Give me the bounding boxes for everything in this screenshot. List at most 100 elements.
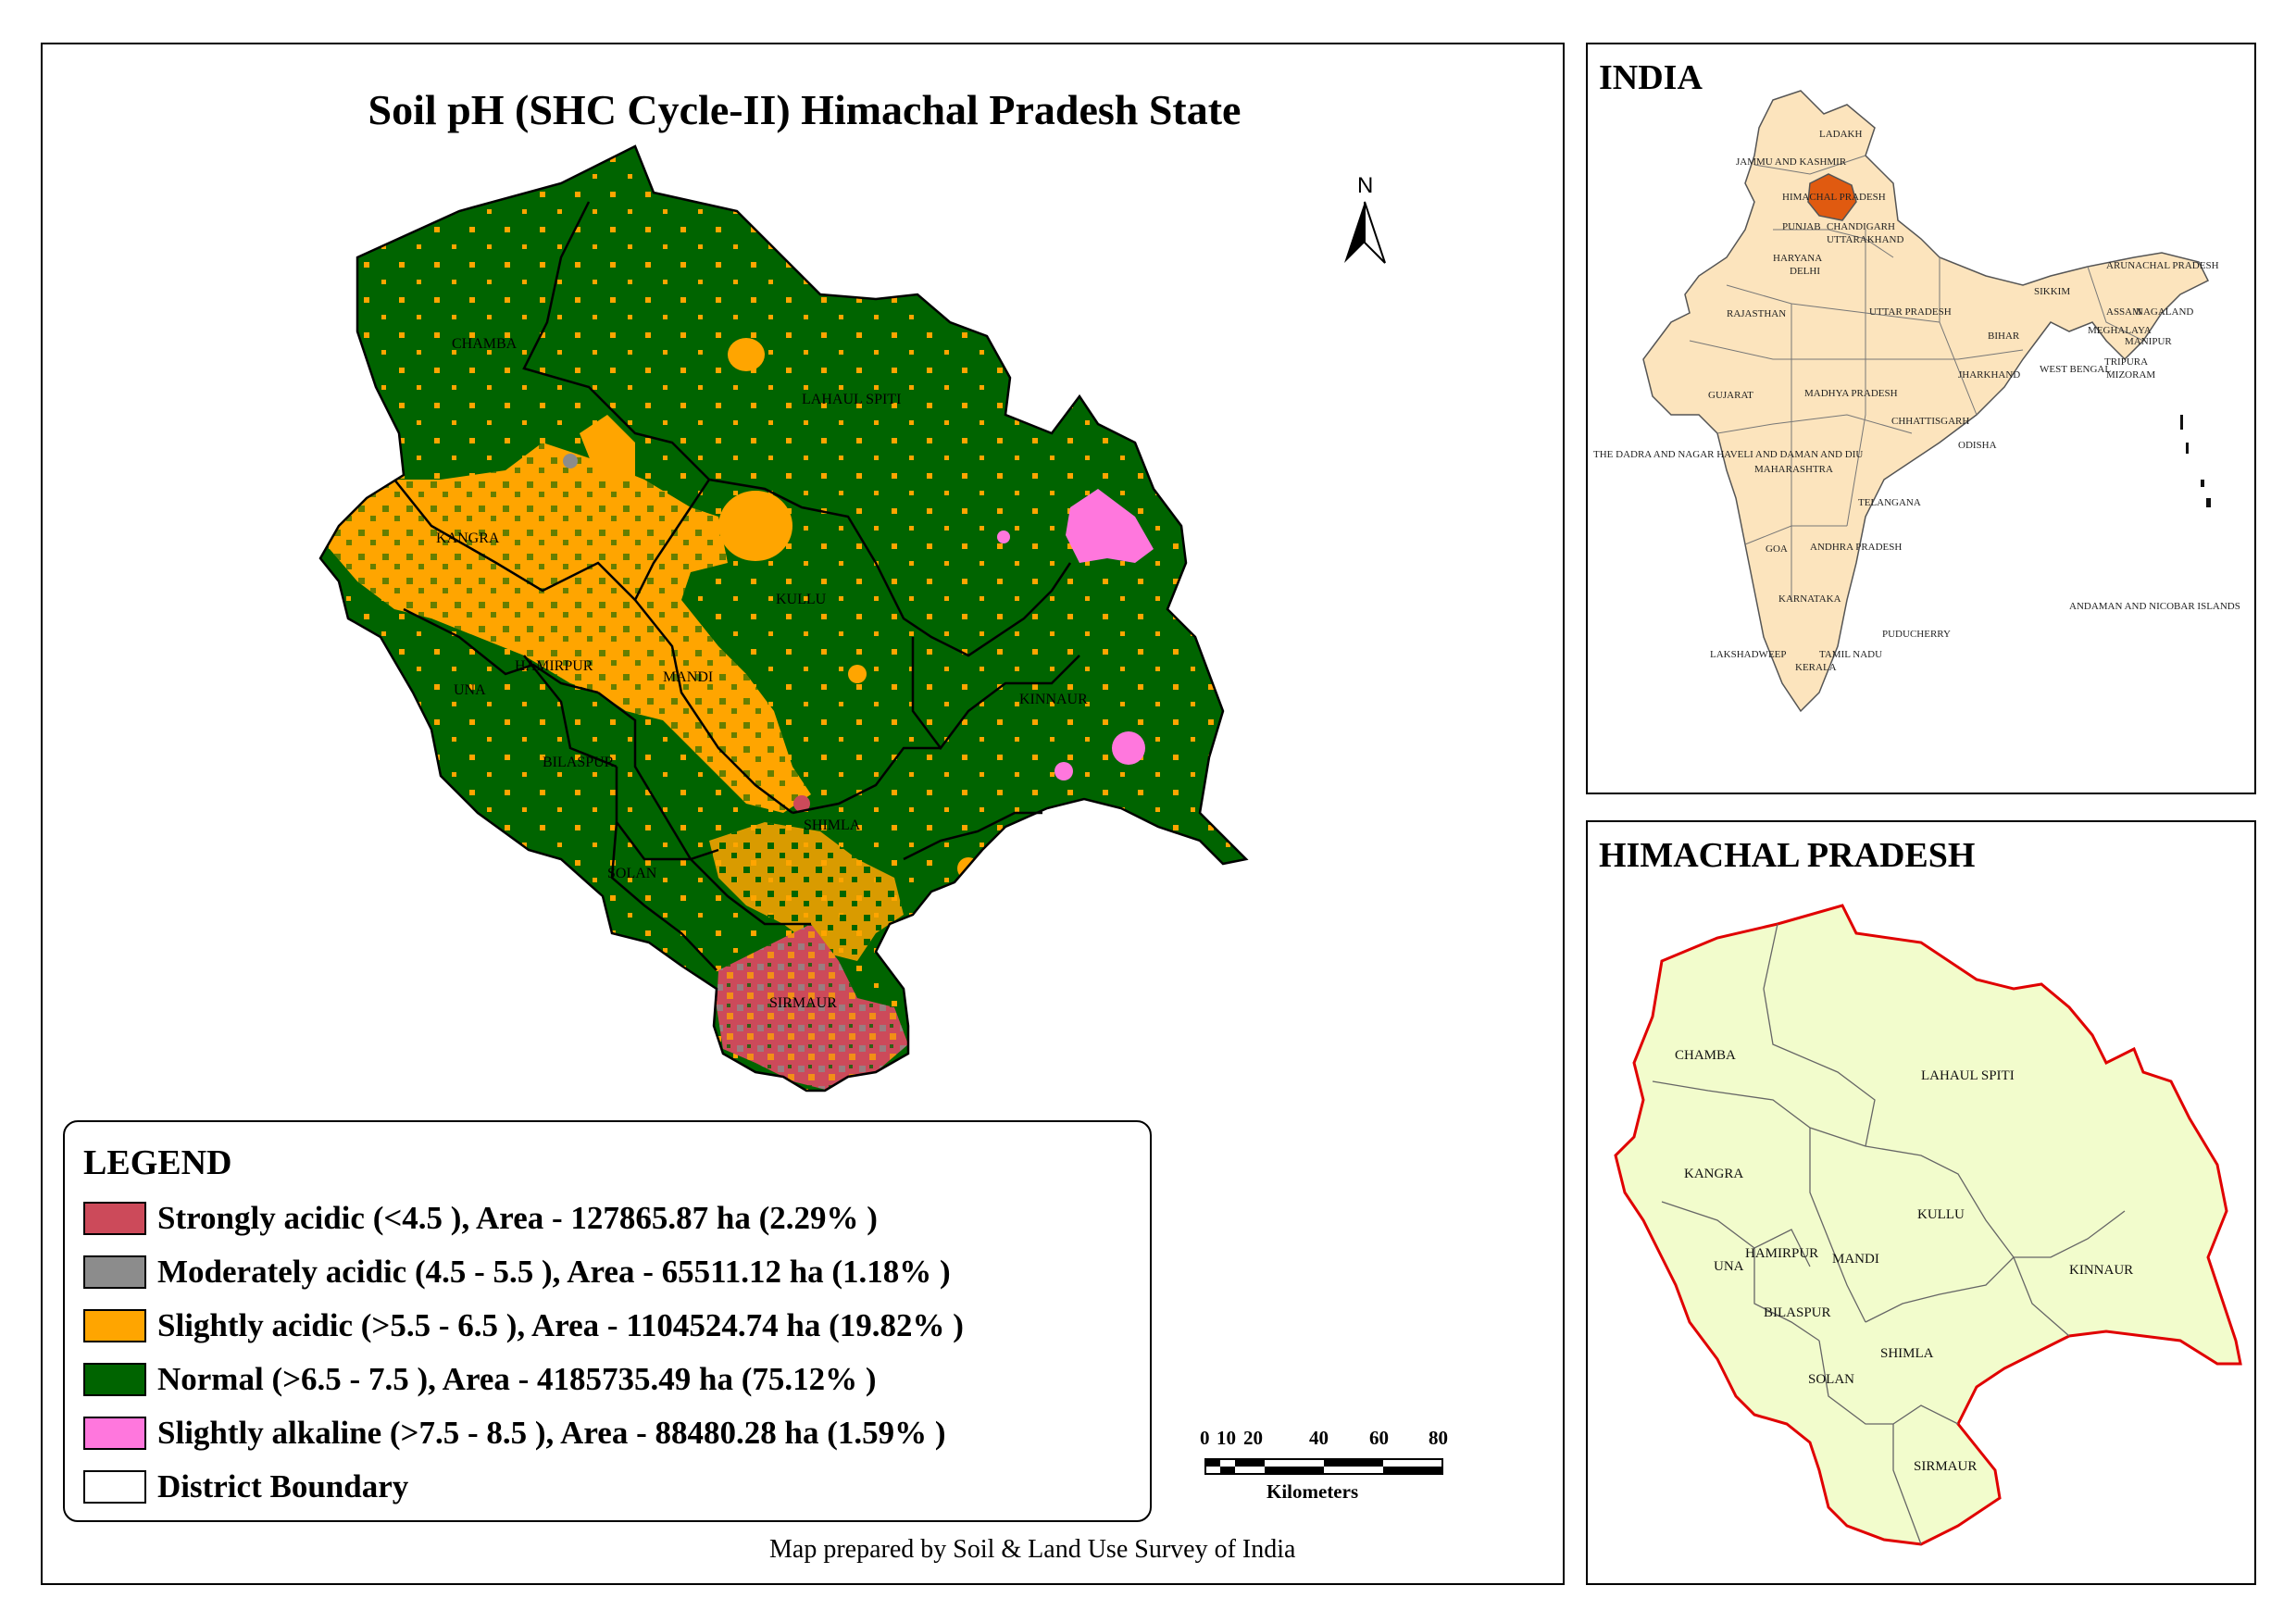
slightly-alkaline-spot-2 <box>1054 762 1073 780</box>
india-label-meghalaya: MEGHALAYA <box>2088 325 2152 336</box>
india-label-haryana: HARYANA <box>1773 253 1822 264</box>
india-label-jharkhand: JHARKHAND <box>1958 369 2020 381</box>
district-label-sirmaur: SIRMAUR <box>769 995 837 1011</box>
hp-inset-outline <box>1614 904 2242 1546</box>
legend-label-slightly-alkaline: Slightly alkaline (>7.5 - 8.5 ), Area - … <box>157 1415 946 1451</box>
legend-label-moderately-acidic: Moderately acidic (4.5 - 5.5 ), Area - 6… <box>157 1254 951 1290</box>
slightly-acidic-lahaul <box>728 338 765 371</box>
india-label-kerala: KERALA <box>1795 662 1837 673</box>
hp-label-lahaul-spiti: LAHAUL SPITI <box>1921 1068 2015 1083</box>
legend-label-normal: Normal (>6.5 - 7.5 ), Area - 4185735.49 … <box>157 1361 877 1397</box>
india-label-tamil-nadu: TAMIL NADU <box>1819 649 1882 660</box>
hp-label-una: UNA <box>1714 1259 1744 1274</box>
district-label-lahaul-spiti: LAHAUL SPITI <box>802 392 901 407</box>
hp-label-bilaspur: BILASPUR <box>1764 1305 1831 1320</box>
india-label-maharashtra: MAHARASHTRA <box>1754 464 1833 475</box>
district-label-solan: SOLAN <box>607 866 657 881</box>
map-title: Soil pH (SHC Cycle-II) Himachal Pradesh … <box>368 86 1242 133</box>
india-label-madhya-pradesh: MADHYA PRADESH <box>1804 388 1898 399</box>
legend-label-strongly-acidic: Strongly acidic (<4.5 ), Area - 127865.8… <box>157 1200 878 1236</box>
slightly-acidic-west-speckle <box>320 443 811 813</box>
hp-label-sirmaur: SIRMAUR <box>1914 1459 1977 1474</box>
boundary-hamirpur-mandi <box>597 692 693 860</box>
india-label-dadra-daman-diu: THE DADRA AND NAGAR HAVELI AND DAMAN AND… <box>1593 449 1863 460</box>
district-label-kinnaur: KINNAUR <box>1019 692 1088 707</box>
boundary-mandi-shimla <box>792 746 941 815</box>
district-label-bilaspur: BILASPUR <box>543 755 615 770</box>
legend-swatch-normal <box>83 1363 146 1396</box>
legend-item-district-boundary: District Boundary <box>83 1468 408 1505</box>
boundary-solan-shimla <box>690 858 811 926</box>
scale-tick-0: 0 <box>1200 1427 1210 1449</box>
hp-label-kinnaur: KINNAUR <box>2069 1263 2133 1278</box>
district-label-shimla: SHIMLA <box>804 818 861 833</box>
india-label-mizoram: MIZORAM <box>2106 369 2155 381</box>
hp-label-shimla: SHIMLA <box>1880 1346 1934 1361</box>
slightly-acidic-north <box>580 415 635 480</box>
hp-label-solan: SOLAN <box>1808 1372 1854 1387</box>
hp-inset-title: HIMACHAL PRADESH <box>1599 836 1976 875</box>
slightly-alkaline-spot-1 <box>1112 731 1145 765</box>
india-label-jammu-kashmir: JAMMU AND KASHMIR <box>1736 156 1847 168</box>
district-label-una: UNA <box>454 682 486 698</box>
moderately-acidic-spot <box>563 454 578 468</box>
india-label-gujarat: GUJARAT <box>1708 390 1753 401</box>
india-inset-frame: INDIA LADAKH JAMMU AND KASHMIR HIMACHAL … <box>1586 43 2256 794</box>
scale-tick-60: 60 <box>1369 1427 1389 1449</box>
soil-ph-map: CHAMBA LAHAUL SPITI KANGRA KULLU HAMIRPU… <box>318 144 1448 1503</box>
hp-label-kullu: KULLU <box>1917 1207 1965 1222</box>
north-arrow-label: N <box>1357 173 1373 198</box>
india-label-goa: GOA <box>1766 543 1788 555</box>
district-boundaries <box>318 144 1248 1092</box>
hp-label-mandi: MANDI <box>1832 1252 1879 1267</box>
india-label-assam: ASSAM <box>2106 306 2141 318</box>
legend-item-slightly-alkaline: Slightly alkaline (>7.5 - 8.5 ), Area - … <box>83 1415 946 1452</box>
boundary-bilaspur <box>615 767 719 861</box>
scale-segment-5 <box>1324 1459 1383 1467</box>
district-label-kullu: KULLU <box>776 592 827 607</box>
legend-item-strongly-acidic: Strongly acidic (<4.5 ), Area - 127865.8… <box>83 1200 878 1237</box>
india-label-west-bengal: WEST BENGAL <box>2040 364 2111 375</box>
hp-inset-frame: HIMACHAL PRADESH CHAMBA LAHAUL SPITI KAN… <box>1586 820 2256 1585</box>
north-arrow: N <box>1344 173 1386 264</box>
slightly-acidic-kullu <box>718 491 792 561</box>
india-label-rajasthan: RAJASTHAN <box>1727 308 1786 319</box>
india-label-punjab: PUNJAB <box>1782 221 1821 232</box>
map-credit: Map prepared by Soil & Land Use Survey o… <box>769 1535 1296 1564</box>
india-label-andaman-nicobar: ANDAMAN AND NICOBAR ISLANDS <box>2069 601 2240 612</box>
india-label-chandigarh: CHANDIGARH <box>1827 221 1895 232</box>
hp-district-map: CHAMBA LAHAUL SPITI KANGRA KULLU HAMIRPU… <box>1614 904 2242 1546</box>
scale-bar: 0 10 20 40 60 80 Kilometers <box>1200 1427 1448 1503</box>
india-label-telangana: TELANGANA <box>1858 497 1921 508</box>
boundary-chamba-kangra <box>393 479 636 601</box>
boundary-shimla-kinnaur <box>903 811 1042 861</box>
india-state-labels: LADAKH JAMMU AND KASHMIR HIMACHAL PRADES… <box>1593 129 2240 673</box>
north-arrow-right-half <box>1364 201 1386 264</box>
district-label-mandi: MANDI <box>663 669 713 685</box>
district-label-chamba: CHAMBA <box>452 336 518 352</box>
ph-classes-layer <box>320 146 1246 1091</box>
slightly-acidic-spot-1 <box>848 665 867 683</box>
legend-swatch-slightly-acidic <box>83 1309 146 1342</box>
district-label-kangra: KANGRA <box>436 531 500 546</box>
india-label-himachal-pradesh: HIMACHAL PRADESH <box>1782 192 1886 203</box>
india-label-sikkim: SIKKIM <box>2034 286 2070 297</box>
india-label-odisha: ODISHA <box>1958 440 1997 451</box>
india-label-delhi: DELHI <box>1790 266 1820 277</box>
boundary-solan <box>610 821 718 971</box>
boundary-lahaul-kullu <box>708 478 1072 657</box>
legend-label-district-boundary: District Boundary <box>157 1468 409 1504</box>
hp-label-kangra: KANGRA <box>1684 1167 1743 1181</box>
india-label-ladakh: LADAKH <box>1819 129 1862 140</box>
legend-label-slightly-acidic: Slightly acidic (>5.5 - 6.5 ), Area - 11… <box>157 1307 964 1343</box>
scale-unit: Kilometers <box>1267 1480 1358 1503</box>
scale-tick-40: 40 <box>1309 1427 1329 1449</box>
india-map: LADAKH JAMMU AND KASHMIR HIMACHAL PRADES… <box>1593 90 2240 713</box>
hp-label-chamba: CHAMBA <box>1675 1048 1736 1063</box>
hp-label-hamirpur: HAMIRPUR <box>1745 1246 1818 1261</box>
legend-box: LEGEND Strongly acidic (<4.5 ), Area - 1… <box>63 1120 1152 1522</box>
india-label-tripura: TRIPURA <box>2104 356 2148 368</box>
scale-segment-2 <box>1220 1467 1235 1474</box>
india-label-uttar-pradesh: UTTAR PRADESH <box>1869 306 1952 318</box>
india-label-arunachal-pradesh: ARUNACHAL PRADESH <box>2106 260 2219 271</box>
